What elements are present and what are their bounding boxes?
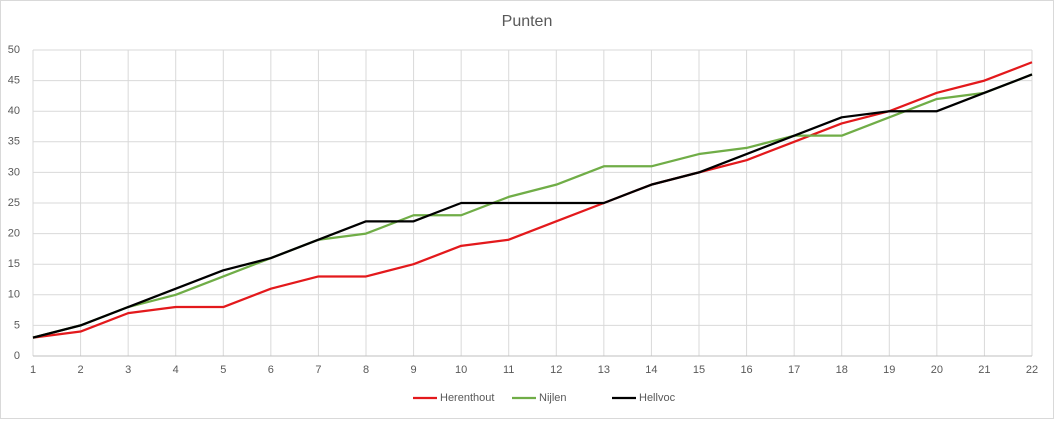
- x-tick-label: 12: [550, 364, 562, 376]
- y-tick-label: 40: [8, 105, 20, 117]
- series-line: [32, 73, 1033, 339]
- x-tick-label: 15: [693, 364, 705, 376]
- y-tick-label: 15: [8, 258, 20, 270]
- x-tick-label: 20: [931, 364, 943, 376]
- x-tick-label: 11: [503, 364, 514, 376]
- y-tick-label: 35: [8, 136, 20, 148]
- x-tick-label: 1: [30, 364, 36, 376]
- x-tick-label: 8: [363, 364, 369, 376]
- x-tick-label: 17: [788, 364, 800, 376]
- legend-label: Herenthout: [440, 392, 494, 404]
- x-tick-label: 10: [455, 364, 467, 376]
- x-tick-label: 18: [836, 364, 848, 376]
- x-tick-label: 19: [883, 364, 895, 376]
- x-tick-label: 13: [598, 364, 610, 376]
- series-line: [32, 61, 1033, 339]
- legend-label: Hellvoc: [639, 392, 676, 404]
- legend-label: Nijlen: [539, 392, 567, 404]
- x-tick-label: 5: [220, 364, 226, 376]
- series-line: [32, 73, 1033, 339]
- x-tick-label: 14: [645, 364, 657, 376]
- chart-title: Punten: [502, 13, 553, 30]
- x-tick-label: 22: [1026, 364, 1038, 376]
- y-tick-label: 10: [8, 289, 20, 301]
- y-tick-label: 20: [8, 228, 20, 240]
- y-tick-label: 0: [14, 350, 20, 362]
- x-tick-label: 2: [78, 364, 84, 376]
- x-tick-label: 9: [411, 364, 417, 376]
- x-tick-label: 4: [173, 364, 179, 376]
- x-tick-label: 3: [125, 364, 131, 376]
- y-tick-label: 5: [14, 319, 20, 331]
- x-tick-label: 6: [268, 364, 274, 376]
- y-tick-label: 25: [8, 197, 20, 209]
- y-tick-label: 45: [8, 75, 20, 87]
- y-tick-label: 50: [8, 44, 20, 56]
- x-tick-label: 7: [315, 364, 321, 376]
- y-tick-label: 30: [8, 166, 20, 178]
- x-tick-label: 21: [978, 364, 990, 376]
- x-tick-label: 16: [740, 364, 752, 376]
